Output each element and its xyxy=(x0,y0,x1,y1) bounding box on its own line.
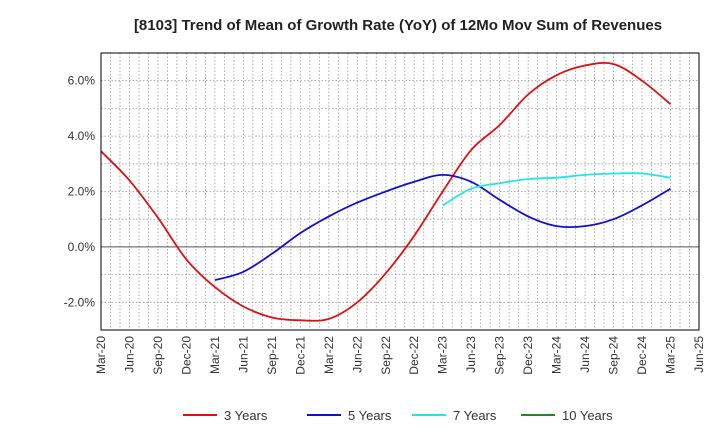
chart-title: [8103] Trend of Mean of Growth Rate (YoY… xyxy=(134,17,662,34)
x-tick-label: Sep-20 xyxy=(151,336,165,375)
legend-label: 3 Years xyxy=(224,408,268,423)
x-tick-label: Dec-23 xyxy=(521,336,535,375)
x-tick-label: Mar-24 xyxy=(550,336,564,374)
y-tick-label: -2.0% xyxy=(64,295,96,309)
x-tick-label: Jun-24 xyxy=(578,336,592,373)
x-tick-label: Mar-25 xyxy=(664,336,678,374)
y-tick-label: 0.0% xyxy=(68,240,96,254)
x-tick-label: Sep-22 xyxy=(379,336,393,375)
series-line-1 xyxy=(214,173,671,281)
series-line-0 xyxy=(100,61,672,322)
series-line-2 xyxy=(442,172,671,207)
plot-frame xyxy=(100,52,700,331)
x-tick-label: Jun-25 xyxy=(692,336,706,373)
x-tick-label: Jun-20 xyxy=(122,336,136,373)
x-tick-label: Mar-21 xyxy=(208,336,222,374)
y-tick-label: 4.0% xyxy=(68,129,96,143)
x-tick-label: Dec-21 xyxy=(293,336,307,375)
x-axis-ticks: Mar-20 Jun-20 Sep-20 Dec-20 Mar-21 Jun-21 Sep-… xyxy=(94,336,706,375)
legend: 3 Years 5 Years 7 Years 10 Years xyxy=(183,408,613,423)
x-tick-label: Sep-21 xyxy=(265,336,279,375)
x-tick-label: Mar-23 xyxy=(436,336,450,374)
legend-label: 10 Years xyxy=(562,408,613,423)
grid xyxy=(101,53,699,330)
x-tick-label: Sep-23 xyxy=(493,336,507,375)
x-tick-label: Dec-20 xyxy=(179,336,193,375)
x-tick-label: Mar-22 xyxy=(322,336,336,374)
x-tick-label: Dec-22 xyxy=(407,336,421,375)
y-axis-ticks: 6.0% 4.0% 2.0% 0.0% -2.0% xyxy=(64,74,96,310)
y-tick-label: 6.0% xyxy=(68,74,96,88)
series-lines xyxy=(100,61,672,322)
x-tick-label: Jun-22 xyxy=(350,336,364,373)
legend-label: 7 Years xyxy=(453,408,497,423)
x-tick-label: Jun-21 xyxy=(236,336,250,373)
y-tick-label: 2.0% xyxy=(68,185,96,199)
x-tick-label: Sep-24 xyxy=(607,336,621,375)
x-tick-label: Jun-23 xyxy=(464,336,478,373)
x-tick-label: Dec-24 xyxy=(635,336,649,375)
legend-label: 5 Years xyxy=(348,408,392,423)
x-tick-label: Mar-20 xyxy=(94,336,108,374)
